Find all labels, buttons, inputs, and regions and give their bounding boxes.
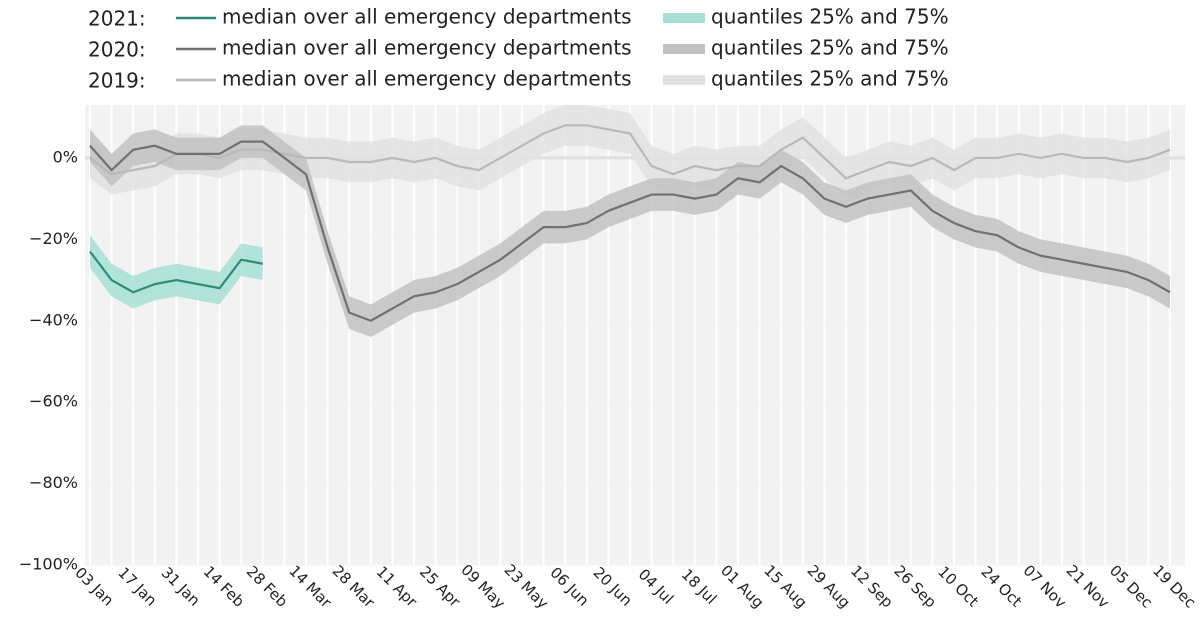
quantile-band: [90, 235, 263, 309]
quantile-band: [90, 125, 1170, 338]
x-tick-label: 04 Jul: [635, 565, 677, 607]
x-tick-label: 05 Dec: [1106, 561, 1156, 611]
x-tick-label: 01 Aug: [717, 561, 767, 611]
legend-label: median over all emergency departments: [222, 5, 632, 29]
x-tick-label: 11 Apr: [373, 563, 422, 612]
x-tick-label: 17 Jan: [114, 564, 160, 610]
legend-row: 2019: median over all emergency departmen…: [88, 67, 949, 93]
legend-band-swatch: [663, 13, 705, 23]
x-tick-label: 23 May: [500, 561, 552, 613]
y-tick-label: 0%: [53, 147, 78, 166]
y-tick-label: −80%: [29, 473, 78, 492]
legend-label: quantiles 25% and 75%: [711, 67, 949, 91]
x-tick-label: 10 Oct: [934, 563, 982, 611]
y-tick-label: −100%: [19, 555, 78, 574]
legend-label: median over all emergency departments: [222, 67, 632, 91]
legend-year: 2020:: [88, 38, 146, 62]
plot-background: [85, 105, 1185, 565]
quantile-band: [90, 105, 1170, 199]
x-tick-label: 20 Jun: [590, 563, 636, 609]
median-line: [89, 140, 1171, 322]
x-tick-label: 14 Feb: [200, 562, 248, 610]
y-tick-label: −40%: [29, 310, 78, 329]
legend-label: quantiles 25% and 75%: [711, 36, 949, 60]
legend-row: 2021: median over all emergency departmen…: [88, 5, 949, 31]
legend-band-swatch: [663, 75, 705, 85]
legend-year: 2019:: [88, 69, 146, 93]
x-tick-label: 03 Jan: [71, 564, 117, 610]
x-tick-label: 21 Nov: [1063, 561, 1113, 611]
y-tick-label: −60%: [29, 392, 78, 411]
x-tick-label: 14 Mar: [285, 562, 335, 612]
x-tick-label: 25 Apr: [416, 563, 465, 612]
x-tick-label: 15 Aug: [760, 561, 810, 611]
x-tick-label: 09 May: [457, 561, 509, 613]
legend-label: median over all emergency departments: [222, 36, 632, 60]
x-tick-label: 12 Sep: [847, 562, 897, 612]
x-tick-label: 31 Jan: [158, 564, 204, 610]
x-tick-label: 24 Oct: [977, 563, 1025, 611]
legend-label: quantiles 25% and 75%: [711, 5, 949, 29]
legend-row: 2020: median over all emergency departmen…: [88, 36, 949, 62]
legend-year: 2021:: [88, 7, 146, 31]
x-tick-label: 19 Dec: [1149, 561, 1199, 611]
x-tick-label: 06 Jun: [546, 563, 592, 609]
x-tick-label: 28 Mar: [329, 562, 379, 612]
x-tick-label: 07 Nov: [1020, 561, 1070, 611]
y-tick-label: −20%: [29, 229, 78, 248]
legend-band-swatch: [663, 44, 705, 54]
x-tick-label: 29 Aug: [803, 561, 853, 611]
x-tick-label: 28 Feb: [243, 562, 291, 610]
x-tick-label: 18 Jul: [678, 565, 720, 607]
x-tick-label: 26 Sep: [890, 562, 940, 612]
median-line: [89, 250, 264, 294]
median-line: [89, 124, 1171, 180]
